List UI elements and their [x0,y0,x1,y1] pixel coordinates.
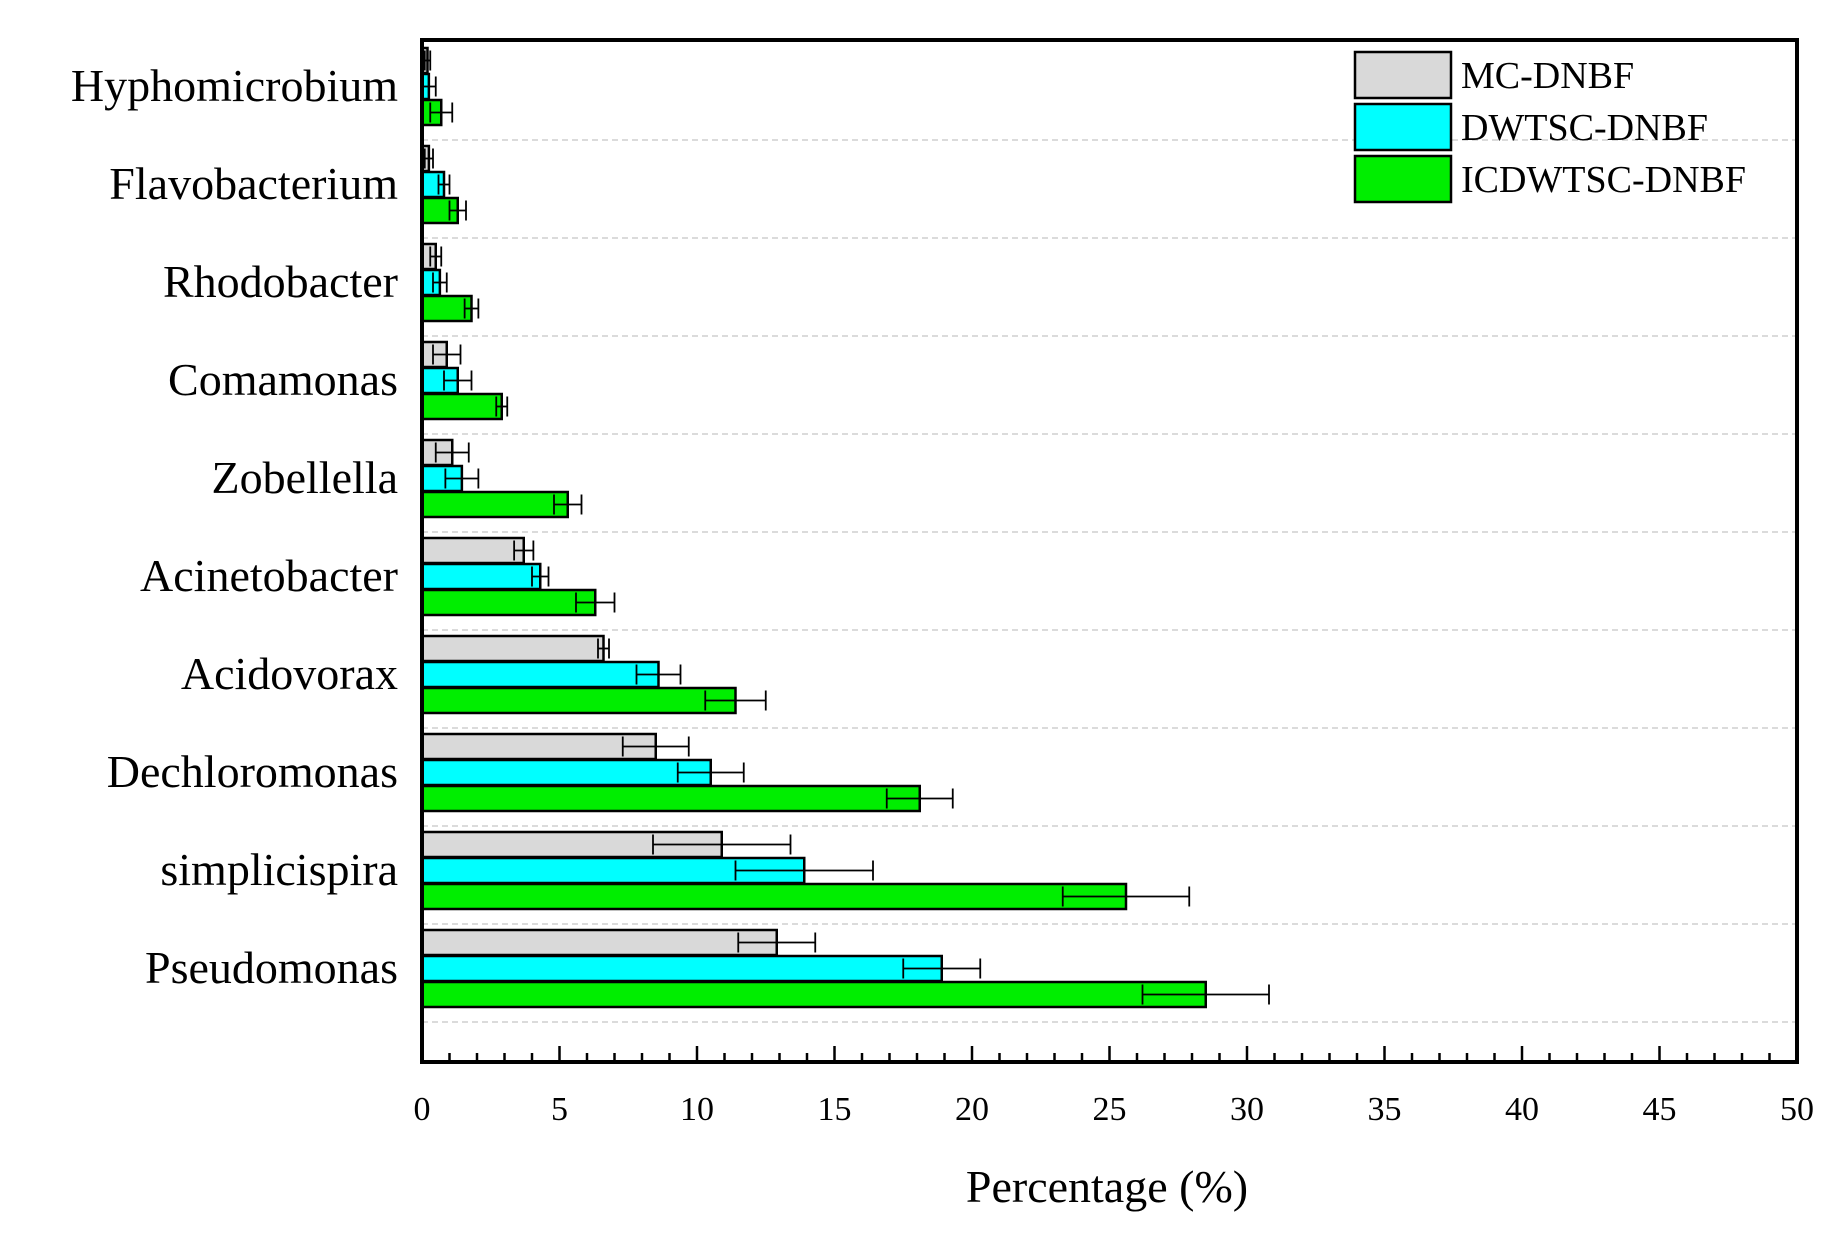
x-tick-label: 40 [1505,1091,1539,1128]
bar-mc-dnbf-acinetobacter [420,536,525,565]
bar-icdwtsc-dnbf-zobellella [420,490,569,519]
category-label: Pseudomonas [145,942,398,993]
category-label: Comamonas [168,354,398,405]
error-bars [421,50,1270,1005]
x-axis-ticks: 0 5 10 15 20 25 30 35 40 45 50 [414,1046,1814,1128]
bar-dwtsc-dnbf-acinetobacter [420,562,542,591]
x-tick-label: 10 [680,1091,714,1128]
bar-mc-dnbf-pseudomonas [420,928,778,957]
bar-icdwtsc-dnbf-dechloromonas [420,784,921,813]
bar-mc-dnbf-acidovorax [420,634,605,663]
legend-swatch-icdwtsc-dnbf [1353,154,1453,204]
bar-icdwtsc-dnbf-acidovorax [420,686,737,715]
category-label: simplicispira [160,844,398,895]
legend: MC-DNBF DWTSC-DNBF ICDWTSC-DNBF [1353,50,1746,204]
legend-swatch-dwtsc-dnbf [1353,102,1453,152]
y-axis-category-labels: Hyphomicrobium Flavobacterium Rhodobacter C… [71,60,398,993]
x-tick-label: 5 [551,1091,568,1128]
gridlines [422,139,1797,1023]
legend-label: MC-DNBF [1461,55,1634,97]
category-label: Zobellella [212,452,398,503]
legend-swatch-mc-dnbf [1353,50,1453,100]
x-tick-label: 30 [1230,1091,1264,1128]
x-tick-label: 0 [414,1091,431,1128]
bar-icdwtsc-dnbf-pseudomonas [420,980,1207,1009]
category-label: Dechloromonas [107,746,398,797]
x-axis-title: Percentage (%) [966,1161,1248,1212]
category-label: Acinetobacter [140,550,398,601]
bar-dwtsc-dnbf-acidovorax [420,660,660,689]
bar-mc-dnbf-dechloromonas [420,732,657,761]
category-label: Hyphomicrobium [71,60,398,111]
bar-dwtsc-dnbf-pseudomonas [420,954,943,983]
x-tick-label: 15 [818,1091,852,1128]
bar-icdwtsc-dnbf-acinetobacter [420,588,597,617]
category-label: Acidovorax [181,648,398,699]
bar-icdwtsc-dnbf-simplicispira [420,882,1128,911]
x-tick-label: 50 [1780,1091,1814,1128]
x-tick-label: 25 [1093,1091,1127,1128]
legend-label: ICDWTSC-DNBF [1461,159,1746,201]
category-label: Flavobacterium [109,158,398,209]
category-label: Rhodobacter [163,256,398,307]
x-tick-label: 20 [955,1091,989,1128]
legend-label: DWTSC-DNBF [1461,107,1708,149]
x-tick-label: 35 [1368,1091,1402,1128]
bar-dwtsc-dnbf-dechloromonas [420,758,712,787]
bar-icdwtsc-dnbf-comamonas [420,392,503,421]
x-tick-label: 45 [1643,1091,1677,1128]
